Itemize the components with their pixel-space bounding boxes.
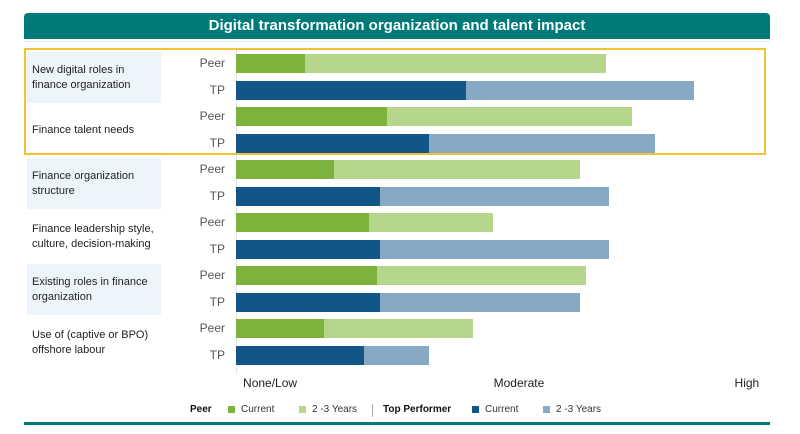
legend-tp-heading: Top Performer: [383, 404, 452, 415]
tp-future-bar: [380, 239, 610, 259]
legend-label: 2 -3 Years: [556, 404, 602, 415]
row-label-peer: Peer: [199, 215, 225, 229]
bottom-rule: [24, 422, 770, 425]
row-label-peer: Peer: [199, 321, 225, 335]
row-label-peer: Peer: [199, 56, 225, 70]
tp-future-bar: [380, 186, 610, 206]
title-underline: [24, 41, 770, 42]
peer-future-bar: [386, 107, 633, 126]
legend-swatch-peer-current: [228, 406, 235, 413]
row-label-tp: TP: [209, 347, 225, 362]
peer-current-bar: [236, 213, 370, 232]
tp-current-bar: [236, 292, 381, 312]
category-label: Finance organization structure: [27, 158, 161, 209]
legend-label: Current: [485, 404, 519, 415]
row-label-tp: TP: [209, 188, 225, 203]
legend-peer-current: Current: [228, 404, 274, 415]
legend-swatch-peer-future: [299, 406, 306, 413]
tp-current-bar: [236, 80, 467, 100]
legend-swatch-tp-future: [543, 406, 550, 413]
tp-future-bar: [428, 133, 656, 153]
row-label-tp: TP: [209, 135, 225, 150]
peer-future-bar: [324, 319, 473, 338]
x-tick-label: High: [734, 376, 760, 390]
row-label-tp: TP: [209, 82, 225, 97]
legend-separator: [372, 404, 373, 417]
row-label-peer: Peer: [199, 268, 225, 282]
peer-future-bar: [333, 160, 580, 179]
row-label-tp: TP: [209, 294, 225, 309]
chart-title: Digital transformation organization and …: [24, 13, 770, 39]
peer-future-bar: [305, 54, 606, 73]
peer-future-bar: [376, 266, 587, 285]
category-label: New digital roles in finance organizatio…: [27, 52, 161, 103]
category-label: Finance leadership style, culture, decis…: [32, 222, 154, 250]
y-axis-line: [236, 48, 238, 373]
tp-future-bar: [380, 292, 580, 312]
peer-future-bar: [369, 213, 493, 232]
row-label-peer: Peer: [199, 109, 225, 123]
category-label: Existing roles in finance organization: [27, 264, 161, 315]
peer-current-bar: [236, 107, 387, 126]
peer-current-bar: [236, 266, 377, 285]
tp-current-bar: [236, 345, 364, 365]
peer-current-bar: [236, 54, 306, 73]
legend-label: Current: [241, 404, 275, 415]
legend-label: 2 -3 Years: [312, 404, 358, 415]
tp-current-bar: [236, 133, 429, 153]
x-tick-label: Moderate: [493, 376, 545, 390]
row-label-peer: Peer: [199, 162, 225, 176]
legend-tp-future: 2 -3 Years: [543, 404, 601, 415]
legend-tp-current: Current: [472, 404, 518, 415]
legend-peer-future: 2 -3 Years: [299, 404, 357, 415]
tp-current-bar: [236, 186, 381, 206]
tp-current-bar: [236, 239, 381, 259]
category-label: Use of (captive or BPO) offshore labour: [32, 328, 149, 356]
row-label-tp: TP: [209, 241, 225, 256]
tp-future-bar: [466, 80, 694, 100]
peer-current-bar: [236, 319, 325, 338]
legend-swatch-tp-current: [472, 406, 479, 413]
category-label: Finance talent needs: [32, 124, 135, 136]
peer-current-bar: [236, 160, 334, 179]
legend-peer-heading: Peer: [190, 404, 212, 415]
x-tick-label: None/Low: [243, 376, 298, 390]
tp-future-bar: [363, 345, 429, 365]
